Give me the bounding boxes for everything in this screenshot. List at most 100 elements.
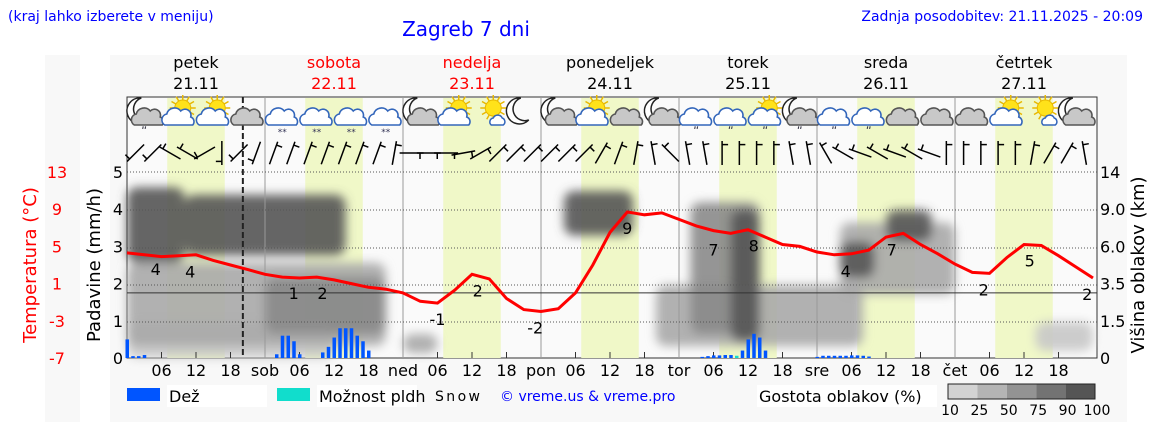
wind-barb-flag: [142, 154, 148, 160]
temp-extreme-label: 2: [979, 280, 989, 299]
wind-barb-icon: [372, 141, 386, 165]
precip-bar: [821, 355, 825, 358]
hour-label: 18: [634, 361, 654, 380]
menu-hint[interactable]: (kraj lahko izberete v meniju): [8, 9, 214, 25]
day-abbr: sob: [251, 361, 279, 380]
precip-bar: [850, 355, 854, 358]
cloud-snow-icon: **: [299, 107, 333, 138]
wind-barb-icon: [866, 143, 889, 160]
day-date: 24.11: [587, 74, 633, 93]
wind-barb-icon: [832, 143, 854, 160]
wind-barb-icon: [901, 143, 923, 160]
wind-barb-flag: [503, 146, 509, 152]
precip-bar: [723, 355, 727, 358]
precip-bar: [746, 339, 750, 358]
wind-barb-flag: [903, 143, 909, 150]
sun-ray: [175, 96, 180, 102]
sun-ray: [775, 100, 781, 105]
last-update: Zadnja posodobitev: 21.11.2025 - 20:09: [861, 9, 1143, 25]
cloud-icon: [161, 107, 195, 126]
sun-ray: [499, 100, 505, 105]
day-date: 21.11: [173, 74, 219, 93]
precip-bar: [729, 355, 733, 358]
hour-label: 12: [600, 361, 620, 380]
snowflakes-icon: **: [381, 128, 391, 138]
sun-ray: [481, 111, 487, 116]
sun-ray: [205, 100, 211, 105]
precip-bar: [137, 356, 141, 358]
temp-extreme-label: -2: [527, 319, 543, 338]
wind-barb-icon: [962, 141, 970, 165]
wind-barb-icon: [805, 141, 813, 165]
wind-barb-flag: [555, 146, 561, 152]
precip-bar: [361, 341, 365, 358]
precip-bar: [844, 355, 848, 358]
cloud-icon: [851, 107, 885, 126]
sun-ray: [1038, 96, 1042, 102]
day-name: petek: [173, 53, 219, 72]
wind-barb-shaft: [883, 148, 907, 158]
cloud-icon: [333, 107, 368, 126]
temp-tick: 1: [52, 275, 62, 294]
rain-drops-icon: ʺ: [797, 125, 803, 138]
day-date: 25.11: [725, 74, 771, 93]
temp-extreme-label: 5: [1025, 252, 1035, 271]
precip-bar: [326, 346, 331, 358]
hour-label: 12: [738, 361, 758, 380]
wind-barb-shaft: [805, 141, 812, 165]
precip-bar: [832, 355, 837, 358]
snowflakes-icon: **: [347, 128, 357, 138]
wind-barb-flag: [470, 151, 474, 158]
day-name: četrtek: [996, 53, 1054, 72]
cloud-icon: [299, 107, 333, 126]
precip-bar: [298, 354, 302, 358]
precip-bar: [717, 355, 722, 358]
cloud-height-axis-title: Višina oblakov (km): [1128, 176, 1149, 353]
precip-bar: [752, 333, 756, 358]
hour-label: 06: [841, 361, 861, 380]
cloud-icon: [678, 107, 713, 126]
sun-ray: [451, 96, 456, 102]
wind-barb-flag: [1033, 143, 1041, 147]
wind-barb-shaft: [469, 146, 492, 160]
temp-extreme-label: 4: [185, 263, 195, 282]
density-swatch: [977, 384, 1007, 399]
temp-extreme-label: 1: [289, 284, 299, 303]
wind-barb-icon: [228, 143, 249, 163]
copyright-link[interactable]: © vreme.us & vreme.pro: [500, 389, 675, 405]
temp-extreme-label: 7: [708, 240, 718, 259]
cloud-height-tick: 0: [1100, 349, 1110, 368]
temp-extreme-label: 4: [841, 262, 851, 281]
sun-ray: [223, 100, 229, 105]
precip-bar: [131, 356, 135, 358]
wind-barb-shaft: [650, 141, 656, 165]
day-name: ponedeljek: [566, 53, 655, 72]
precip-bar: [855, 355, 860, 358]
cloud-icon: [713, 107, 747, 126]
hour-label: 12: [462, 361, 482, 380]
hour-label: 06: [427, 361, 447, 380]
day-name: sobota: [307, 53, 361, 72]
left-panel: [45, 55, 80, 422]
precip-bar: [700, 356, 704, 358]
cloud-height-tick: 14: [1100, 163, 1120, 182]
wind-barb-shaft: [702, 141, 708, 165]
sun-ray: [447, 100, 453, 105]
wind-barb-icon: [391, 141, 402, 165]
temp-extreme-label: 8: [749, 237, 759, 256]
density-scale: 10 25 50 75 90 100: [941, 383, 1110, 419]
wind-barb-icon: [788, 141, 796, 165]
sun-icon: [484, 99, 502, 117]
cloud-snow-icon: **: [368, 107, 402, 138]
cloud-layer: [403, 334, 438, 354]
day-name: sreda: [864, 53, 908, 72]
hour-label: 12: [324, 361, 344, 380]
precip-bar: [815, 356, 819, 358]
chance-legend-label: Možnost pldh: [319, 387, 426, 406]
moon-cloud-rain-icon: ʺ: [781, 97, 820, 138]
wind-barb-icon: [661, 142, 680, 163]
wind-barb-icon: [523, 143, 544, 163]
wind-barb-icon: [193, 146, 216, 160]
day-abbr: čet: [943, 361, 968, 380]
